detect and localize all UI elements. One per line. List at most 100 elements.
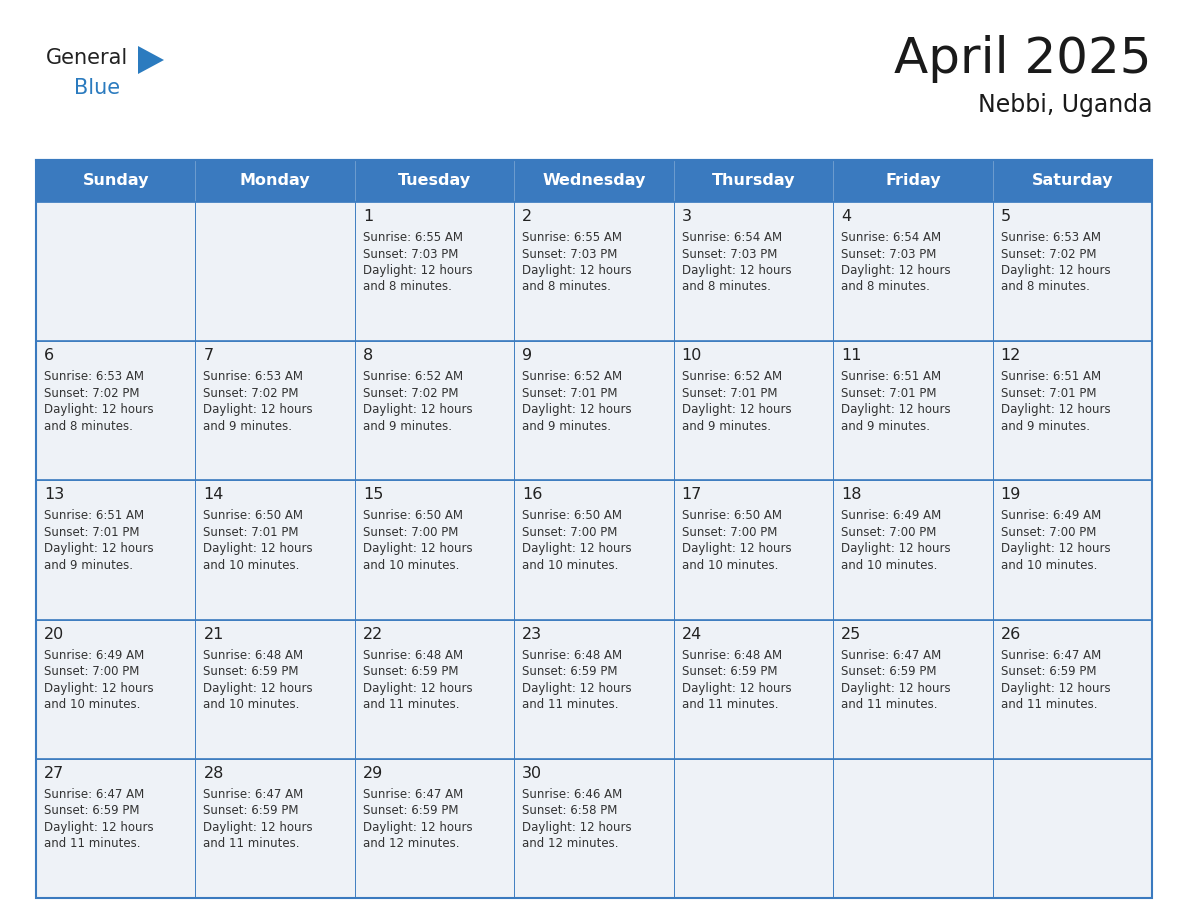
Text: and 11 minutes.: and 11 minutes.	[44, 837, 140, 850]
Text: Sunrise: 6:52 AM: Sunrise: 6:52 AM	[682, 370, 782, 383]
Text: Daylight: 12 hours: Daylight: 12 hours	[362, 821, 473, 834]
Text: Sunset: 7:03 PM: Sunset: 7:03 PM	[682, 248, 777, 261]
Text: Sunrise: 6:47 AM: Sunrise: 6:47 AM	[1000, 649, 1101, 662]
Text: Sunset: 6:59 PM: Sunset: 6:59 PM	[362, 804, 459, 817]
Text: and 8 minutes.: and 8 minutes.	[841, 281, 930, 294]
Text: Sunrise: 6:47 AM: Sunrise: 6:47 AM	[203, 788, 304, 800]
Text: Sunset: 7:00 PM: Sunset: 7:00 PM	[362, 526, 459, 539]
Bar	[992, 341, 1152, 480]
Bar	[992, 759, 1152, 898]
Text: Sunset: 6:59 PM: Sunset: 6:59 PM	[1000, 666, 1097, 678]
Text: 16: 16	[523, 487, 543, 502]
Text: Daylight: 12 hours: Daylight: 12 hours	[841, 264, 950, 277]
Text: Sunset: 7:03 PM: Sunset: 7:03 PM	[362, 248, 459, 261]
Text: 3: 3	[682, 209, 691, 224]
Text: and 9 minutes.: and 9 minutes.	[682, 420, 771, 432]
Text: General: General	[46, 48, 128, 68]
Bar	[355, 202, 514, 341]
Text: Sunset: 6:59 PM: Sunset: 6:59 PM	[841, 666, 936, 678]
Text: 1: 1	[362, 209, 373, 224]
Bar	[992, 202, 1152, 341]
Text: Sunset: 7:01 PM: Sunset: 7:01 PM	[841, 386, 936, 399]
Bar	[514, 480, 674, 620]
Text: Daylight: 12 hours: Daylight: 12 hours	[203, 403, 314, 416]
Text: and 11 minutes.: and 11 minutes.	[362, 698, 460, 711]
Bar	[514, 620, 674, 759]
Text: 10: 10	[682, 348, 702, 364]
Text: and 11 minutes.: and 11 minutes.	[1000, 698, 1097, 711]
Text: and 8 minutes.: and 8 minutes.	[682, 281, 771, 294]
Text: Sunrise: 6:50 AM: Sunrise: 6:50 AM	[523, 509, 623, 522]
Bar	[355, 480, 514, 620]
Text: 20: 20	[44, 627, 64, 642]
Text: Sunrise: 6:50 AM: Sunrise: 6:50 AM	[682, 509, 782, 522]
Text: and 11 minutes.: and 11 minutes.	[841, 698, 937, 711]
Bar	[36, 620, 196, 759]
Text: 30: 30	[523, 766, 543, 781]
Text: Daylight: 12 hours: Daylight: 12 hours	[682, 403, 791, 416]
Text: Blue: Blue	[74, 78, 120, 98]
Text: 24: 24	[682, 627, 702, 642]
Text: Daylight: 12 hours: Daylight: 12 hours	[362, 681, 473, 695]
Text: Daylight: 12 hours: Daylight: 12 hours	[44, 821, 153, 834]
Text: Sunrise: 6:52 AM: Sunrise: 6:52 AM	[523, 370, 623, 383]
Text: Sunset: 7:02 PM: Sunset: 7:02 PM	[362, 386, 459, 399]
Text: 5: 5	[1000, 209, 1011, 224]
Text: and 10 minutes.: and 10 minutes.	[841, 559, 937, 572]
Text: Sunrise: 6:49 AM: Sunrise: 6:49 AM	[1000, 509, 1101, 522]
Bar	[36, 341, 196, 480]
Text: and 9 minutes.: and 9 minutes.	[841, 420, 930, 432]
Text: Sunrise: 6:51 AM: Sunrise: 6:51 AM	[44, 509, 144, 522]
Bar	[833, 759, 992, 898]
Bar	[674, 480, 833, 620]
Bar	[355, 620, 514, 759]
Text: 2: 2	[523, 209, 532, 224]
Text: 11: 11	[841, 348, 861, 364]
Text: Daylight: 12 hours: Daylight: 12 hours	[203, 681, 314, 695]
Text: Sunday: Sunday	[82, 174, 148, 188]
Bar	[196, 759, 355, 898]
Text: Tuesday: Tuesday	[398, 174, 472, 188]
Text: and 9 minutes.: and 9 minutes.	[362, 420, 451, 432]
Text: Daylight: 12 hours: Daylight: 12 hours	[44, 543, 153, 555]
Text: 25: 25	[841, 627, 861, 642]
Text: Sunrise: 6:48 AM: Sunrise: 6:48 AM	[203, 649, 304, 662]
Text: Sunrise: 6:52 AM: Sunrise: 6:52 AM	[362, 370, 463, 383]
Text: Nebbi, Uganda: Nebbi, Uganda	[978, 93, 1152, 117]
Polygon shape	[138, 46, 164, 74]
Text: and 8 minutes.: and 8 minutes.	[44, 420, 133, 432]
Text: Sunset: 7:00 PM: Sunset: 7:00 PM	[682, 526, 777, 539]
Bar	[36, 160, 196, 202]
Text: Wednesday: Wednesday	[542, 174, 646, 188]
Text: Sunset: 7:00 PM: Sunset: 7:00 PM	[44, 666, 139, 678]
Text: Daylight: 12 hours: Daylight: 12 hours	[1000, 403, 1111, 416]
Text: Sunset: 7:03 PM: Sunset: 7:03 PM	[841, 248, 936, 261]
Text: Sunset: 7:00 PM: Sunset: 7:00 PM	[841, 526, 936, 539]
Bar	[833, 160, 992, 202]
Text: Sunset: 7:02 PM: Sunset: 7:02 PM	[44, 386, 139, 399]
Bar	[833, 620, 992, 759]
Text: Saturday: Saturday	[1031, 174, 1113, 188]
Text: Daylight: 12 hours: Daylight: 12 hours	[523, 821, 632, 834]
Text: Daylight: 12 hours: Daylight: 12 hours	[682, 543, 791, 555]
Text: Sunset: 6:59 PM: Sunset: 6:59 PM	[203, 804, 299, 817]
Bar	[674, 202, 833, 341]
Text: and 8 minutes.: and 8 minutes.	[1000, 281, 1089, 294]
Bar	[355, 341, 514, 480]
Bar	[674, 341, 833, 480]
Bar	[355, 160, 514, 202]
Bar	[833, 341, 992, 480]
Text: 28: 28	[203, 766, 223, 781]
Text: 14: 14	[203, 487, 223, 502]
Text: and 9 minutes.: and 9 minutes.	[1000, 420, 1089, 432]
Bar	[196, 620, 355, 759]
Bar	[992, 620, 1152, 759]
Text: 6: 6	[44, 348, 55, 364]
Text: Sunset: 7:01 PM: Sunset: 7:01 PM	[682, 386, 777, 399]
Text: and 8 minutes.: and 8 minutes.	[362, 281, 451, 294]
Text: Friday: Friday	[885, 174, 941, 188]
Text: 18: 18	[841, 487, 861, 502]
Text: Daylight: 12 hours: Daylight: 12 hours	[523, 681, 632, 695]
Text: and 10 minutes.: and 10 minutes.	[362, 559, 460, 572]
Text: Daylight: 12 hours: Daylight: 12 hours	[362, 264, 473, 277]
